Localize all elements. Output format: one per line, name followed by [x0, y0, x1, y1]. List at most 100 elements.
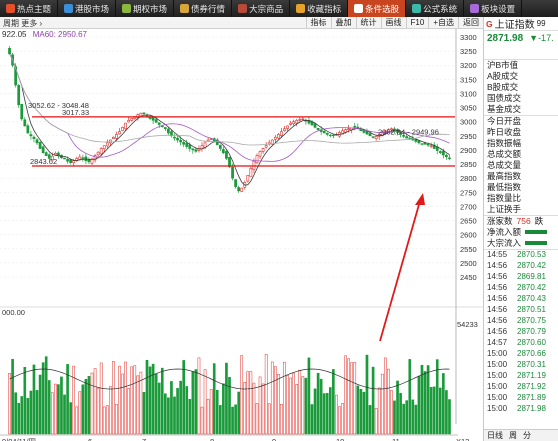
tick-row: 15:00 2871.89	[484, 393, 558, 404]
candle-body	[179, 139, 182, 143]
candle-body	[368, 133, 372, 137]
volume-bar	[267, 403, 271, 435]
candle-body	[185, 143, 189, 147]
candle-body	[261, 148, 265, 152]
volume-bar	[377, 387, 381, 435]
candle-body	[130, 118, 134, 121]
candle-body	[332, 134, 335, 137]
candle-body	[66, 158, 69, 162]
candle-body	[374, 136, 378, 140]
volume-bar	[319, 378, 323, 435]
volume-bar	[280, 404, 283, 435]
index-stat-row: 最高指数	[487, 171, 522, 181]
candle-body	[420, 143, 424, 145]
period-selector[interactable]: 周期 更多 ›	[3, 19, 43, 28]
nav-item-label: 板块设置	[481, 3, 516, 14]
candle-body	[426, 144, 430, 146]
ma-lines	[9, 53, 450, 186]
toolbar-button-6[interactable]: 返回	[458, 17, 483, 29]
index-stat-row: 最低指数	[487, 182, 522, 192]
toolbar-button-4[interactable]: F10	[405, 17, 429, 29]
volume-bar	[445, 390, 448, 435]
volume-bar	[325, 392, 329, 435]
price-annotation: 3052.62 - 3048.48	[28, 101, 89, 110]
market-stat-row: B股成交	[487, 82, 519, 92]
tick-time: 14:56	[487, 305, 508, 314]
volume-bar	[203, 369, 207, 435]
candle-body	[127, 119, 131, 123]
period-tab[interactable]: 分	[523, 431, 531, 440]
ma5-line	[9, 53, 450, 186]
price-annotation: 2962.84 - 2949.96	[378, 127, 439, 136]
price-tick-label: 3250	[460, 47, 477, 56]
nav-item-6[interactable]: 条件选股	[348, 0, 407, 17]
arrow-head	[415, 193, 425, 205]
volume-bar	[17, 403, 21, 435]
market-stat-row: A股成交	[487, 71, 519, 81]
volume-bar	[133, 365, 137, 435]
candle-body	[14, 66, 18, 86]
nav-item-1[interactable]: 港股市场	[58, 0, 117, 17]
price-tick-label: 2600	[460, 231, 477, 240]
candle-body	[441, 151, 445, 156]
period-tab[interactable]: 日线	[487, 431, 503, 440]
tick-time: 14:56	[487, 261, 508, 270]
nav-item-label: 债券行情	[191, 3, 226, 14]
toolbar-button-2[interactable]: 统计	[355, 17, 381, 29]
price-change: ▼-17.	[529, 33, 554, 43]
volume-bar	[301, 376, 305, 435]
volume-bar	[399, 392, 402, 435]
nav-item-2[interactable]: 期权市场	[116, 0, 175, 17]
volume-bar	[356, 385, 360, 435]
period-tab[interactable]: 周	[509, 431, 517, 440]
toolbar-button-5[interactable]: +自选	[428, 17, 458, 29]
nav-item-8[interactable]: 板块设置	[464, 0, 523, 17]
candle-body	[399, 132, 402, 135]
toolbar-button-3[interactable]: 画线	[380, 17, 406, 29]
price-tick-label: 2850	[460, 160, 477, 169]
tick-price: 2871.98	[517, 404, 546, 413]
toolbar-button-1[interactable]: 叠加	[330, 17, 356, 29]
volume-bar	[87, 376, 91, 435]
candle-body	[121, 127, 124, 131]
volume-bar	[353, 362, 357, 435]
candle-body	[23, 119, 27, 127]
volume-bar	[289, 377, 292, 435]
price-tick-label: 3200	[460, 61, 477, 70]
volume-bars: 000.00 54233	[0, 306, 483, 435]
volume-bar	[142, 392, 146, 435]
nav-item-3[interactable]: 债券行情	[174, 0, 233, 17]
hk-market-icon	[64, 4, 74, 13]
volume-bar	[215, 389, 219, 435]
nav-item-7[interactable]: 公式系统	[406, 0, 465, 17]
nav-item-4[interactable]: 大宗商品	[232, 0, 291, 17]
volume-bar	[426, 365, 430, 435]
index-suffix: 99	[536, 19, 546, 28]
price-line: 2871.98 ▼-17.	[484, 31, 558, 45]
toolbar-button-0[interactable]: 指标	[305, 17, 331, 29]
price-tick-label: 3000	[460, 118, 477, 127]
period-tabs: 日线周分	[484, 429, 558, 441]
candle-body	[325, 132, 329, 135]
volume-bar	[112, 361, 115, 435]
volume-bar	[188, 398, 192, 435]
volume-bar	[38, 374, 42, 435]
volume-bar	[124, 361, 127, 435]
fund-flows: 净流入额 大宗流入	[484, 226, 558, 248]
candle-body	[423, 142, 427, 145]
candle-body	[50, 155, 54, 161]
volume-bar	[200, 406, 204, 435]
candle-body	[203, 142, 207, 148]
tick-time: 14:55	[487, 250, 508, 259]
tick-price: 2871.89	[517, 393, 546, 402]
tick-row: 14:56 2869.81	[484, 272, 558, 283]
volume-bar	[182, 360, 185, 435]
market-stat-row: 国债成交	[487, 93, 522, 103]
volume-current: 54233	[457, 320, 478, 329]
chart-toolbar: 周期 更多 › 指标 叠加 统计 画线 F10 +自选 返回	[0, 17, 483, 29]
nav-item-5[interactable]: 收藏指标	[290, 0, 349, 17]
nav-item-0[interactable]: 热点主题	[0, 0, 59, 17]
candle-body	[20, 103, 24, 120]
